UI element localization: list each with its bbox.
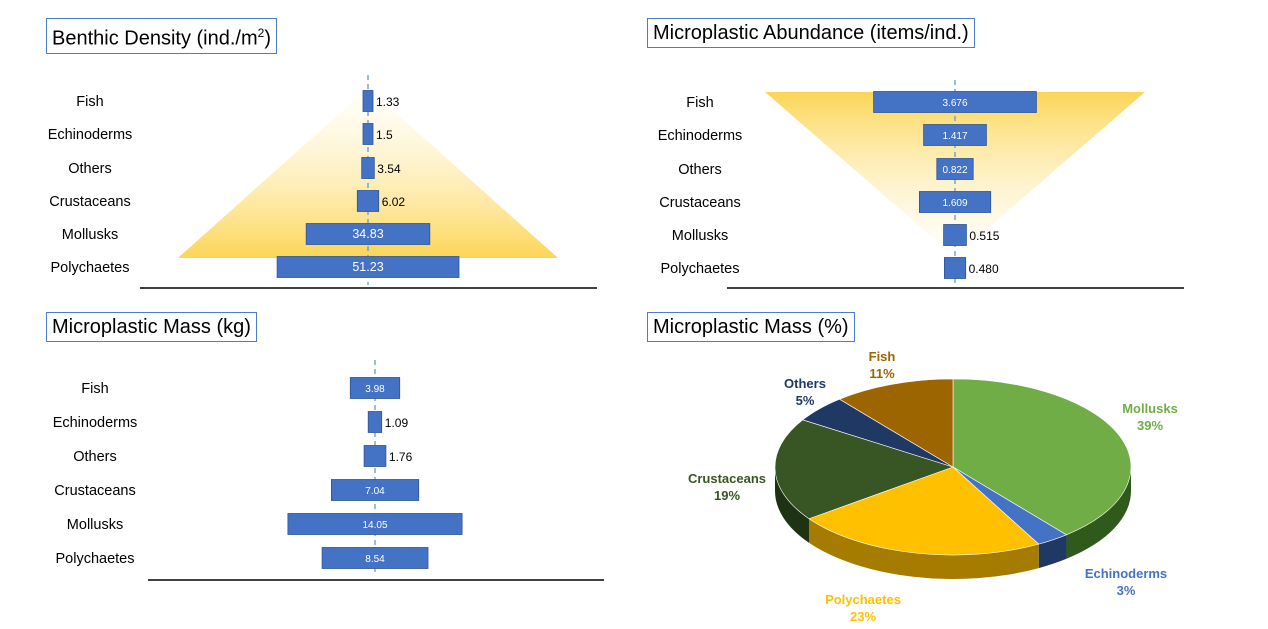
pie-side-mollusks bbox=[1066, 467, 1131, 559]
mass-kg-value-label: 7.04 bbox=[365, 486, 385, 497]
pie-side-echinoderms bbox=[1038, 534, 1067, 569]
benthic-bar-fish bbox=[362, 90, 374, 112]
pie-percent-others: 5% bbox=[796, 393, 815, 408]
mass-kg-category-label: Crustaceans bbox=[54, 483, 135, 499]
abundance-bar-echinoderms bbox=[923, 124, 987, 146]
pie-side-polychaetes bbox=[808, 518, 1039, 580]
pie-percent-echinoderms: 3% bbox=[1117, 583, 1136, 598]
pie-label-crustaceans: Crustaceans bbox=[688, 471, 766, 486]
pie-label-others: Others bbox=[784, 376, 826, 391]
benthic-value-label: 1.5 bbox=[376, 128, 393, 142]
pie-label-mollusks: Mollusks bbox=[1122, 401, 1178, 416]
abundance-value-label: 1.609 bbox=[942, 198, 967, 209]
mass-kg-value-label: 3.98 bbox=[365, 384, 385, 395]
microplastic-mass-kg-title: Microplastic Mass (kg) bbox=[46, 312, 257, 342]
benthic-value-label: 3.54 bbox=[377, 162, 401, 176]
abundance-value-label: 0.822 bbox=[942, 165, 967, 176]
benthic-bar-crustaceans bbox=[356, 190, 380, 212]
mass-kg-category-label: Echinoderms bbox=[53, 415, 138, 431]
mass-kg-category-label: Mollusks bbox=[67, 517, 123, 533]
pie-label-polychaetes: Polychaetes bbox=[825, 592, 901, 607]
benthic-category-label: Mollusks bbox=[62, 227, 118, 243]
mass-kg-bar-mollusks bbox=[287, 513, 463, 535]
abundance-bar-fish bbox=[873, 91, 1037, 113]
abundance-bar-mollusks bbox=[943, 224, 967, 246]
benthic-value-label: 51.23 bbox=[352, 260, 383, 274]
pie-slice-mollusks bbox=[952, 378, 1132, 536]
benthic-density-title: Benthic Density (ind./m2) bbox=[46, 18, 277, 54]
benthic-category-label: Echinoderms bbox=[48, 127, 133, 143]
benthic-density-title-sup: 2 bbox=[257, 26, 265, 40]
mass-kg-bar-fish bbox=[349, 377, 401, 399]
pie-slice-fish bbox=[838, 378, 954, 468]
mass-kg-bar-crustaceans bbox=[330, 479, 420, 501]
benthic-value-label: 6.02 bbox=[382, 195, 406, 209]
benthic-bar-others bbox=[361, 157, 375, 179]
abundance-bar-polychaetes bbox=[944, 257, 967, 279]
benthic-bar-polychaetes bbox=[276, 256, 460, 278]
microplastic-mass-pct-title: Microplastic Mass (%) bbox=[647, 312, 855, 342]
abundance-category-label: Fish bbox=[686, 95, 713, 111]
benthic-category-label: Polychaetes bbox=[51, 260, 130, 276]
pie-percent-crustaceans: 19% bbox=[714, 488, 740, 503]
abundance-category-label: Others bbox=[678, 162, 722, 178]
abundance-category-label: Polychaetes bbox=[661, 261, 740, 277]
abundance-bar-others bbox=[936, 158, 974, 180]
abundance-category-label: Mollusks bbox=[672, 228, 728, 244]
abundance-value-label: 1.417 bbox=[942, 131, 967, 142]
mass-kg-value-label: 1.76 bbox=[389, 450, 413, 464]
abundance-value-label: 0.480 bbox=[969, 262, 999, 276]
benthic-category-label: Crustaceans bbox=[49, 194, 130, 210]
pie-percent-fish: 11% bbox=[869, 366, 895, 381]
pie-slice-polychaetes bbox=[808, 466, 1040, 556]
benthic-category-label: Fish bbox=[76, 94, 103, 110]
mass-kg-value-label: 8.54 bbox=[365, 554, 385, 565]
mass-kg-category-label: Others bbox=[73, 449, 117, 465]
mass-kg-bar-polychaetes bbox=[321, 547, 429, 569]
abundance-category-label: Crustaceans bbox=[659, 195, 740, 211]
abundance-bar-crustaceans bbox=[919, 191, 992, 213]
mass-kg-value-label: 1.09 bbox=[385, 416, 409, 430]
benthic-density-title-main: Benthic Density (ind./m bbox=[52, 27, 258, 50]
benthic-bar-echinoderms bbox=[362, 123, 374, 145]
mass-kg-category-label: Polychaetes bbox=[56, 551, 135, 567]
pie-percent-polychaetes: 23% bbox=[850, 609, 876, 624]
mass-kg-bar-others bbox=[363, 445, 387, 467]
pie-percent-mollusks: 39% bbox=[1137, 418, 1163, 433]
abundance-value-label: 3.676 bbox=[942, 98, 967, 109]
benthic-density-title-end: ) bbox=[264, 27, 271, 50]
pie-label-fish: Fish bbox=[869, 349, 896, 364]
mass-kg-value-label: 14.05 bbox=[362, 520, 387, 531]
mass-kg-category-label: Fish bbox=[81, 381, 108, 397]
pie-label-echinoderms: Echinoderms bbox=[1085, 566, 1167, 581]
abundance-value-label: 0.515 bbox=[969, 229, 999, 243]
microplastic-abundance-title: Microplastic Abundance (items/ind.) bbox=[647, 18, 975, 48]
benthic-value-label: 1.33 bbox=[376, 95, 400, 109]
mass-kg-bar-echinoderms bbox=[367, 411, 383, 433]
pie-slice-crustaceans bbox=[774, 419, 954, 520]
abundance-category-label: Echinoderms bbox=[658, 128, 743, 144]
benthic-value-label: 34.83 bbox=[352, 227, 383, 241]
benthic-bar-mollusks bbox=[305, 223, 431, 245]
benthic-category-label: Others bbox=[68, 161, 112, 177]
